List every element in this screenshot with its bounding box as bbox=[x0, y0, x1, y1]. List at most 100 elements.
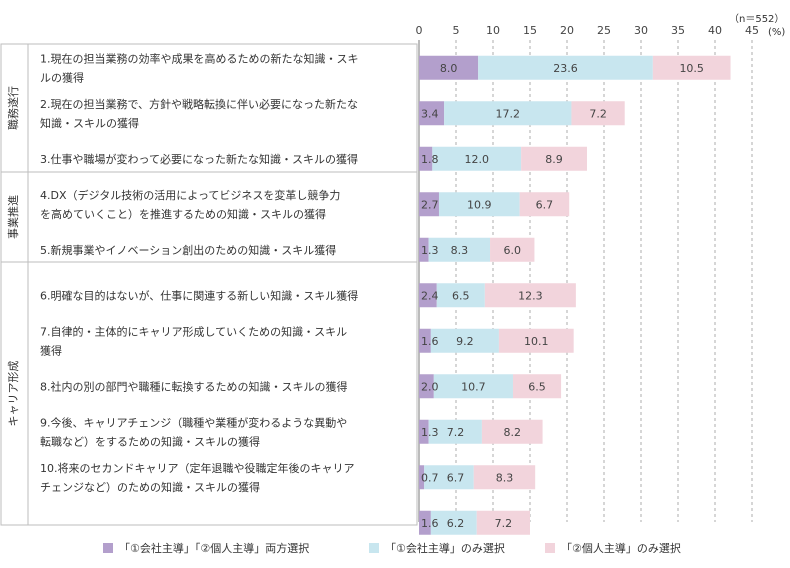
unit-note: (%) bbox=[768, 27, 786, 38]
data-label: 7.2 bbox=[447, 426, 465, 439]
bar-segment bbox=[428, 237, 491, 262]
data-label: 7.2 bbox=[495, 517, 513, 530]
data-label: 2.0 bbox=[421, 380, 439, 393]
bar-segment bbox=[521, 146, 587, 171]
data-label: 8.3 bbox=[496, 471, 514, 484]
legend-item-both: 「①会社主導」「②個人主導」両方選択 bbox=[103, 540, 309, 556]
data-label: 10.7 bbox=[461, 380, 486, 393]
bar-segment bbox=[438, 192, 520, 217]
x-tick-label: 10 bbox=[486, 24, 500, 37]
data-label: 1.8 bbox=[421, 153, 439, 166]
category-label: 10.将来のセカンドキャリア（定年退職や役職定年後のキャリア bbox=[40, 461, 355, 475]
data-label: 7.2 bbox=[589, 107, 607, 120]
data-label: 10.1 bbox=[524, 335, 549, 348]
bar-segment bbox=[478, 55, 653, 80]
legend: 「①会社主導」「②個人主導」両方選択 「①会社主導」のみ選択 「②個人主導」のみ… bbox=[0, 540, 790, 562]
bar-segment bbox=[419, 237, 429, 262]
bar-segment bbox=[419, 101, 445, 126]
x-tick-label: 5 bbox=[453, 24, 460, 37]
label-panel-border bbox=[0, 43, 418, 526]
x-tick-label: 30 bbox=[634, 24, 648, 37]
legend-item-company: 「①会社主導」のみ選択 bbox=[369, 540, 505, 556]
data-label: 1.6 bbox=[421, 335, 439, 348]
sample-size-note: （n＝552） bbox=[729, 14, 785, 25]
bar-segment bbox=[419, 510, 431, 535]
category-label: 1.現在の担当業務の効率や成果を高めるための新たな知識・スキ bbox=[40, 51, 359, 65]
group-label: 事業推進 bbox=[6, 195, 20, 239]
bar-segment bbox=[419, 146, 433, 171]
data-label: 23.6 bbox=[553, 62, 578, 75]
bar-segment bbox=[519, 192, 570, 217]
legend-item-personal: 「②個人主導」のみ選択 bbox=[545, 540, 681, 556]
legend-swatch-personal bbox=[545, 543, 555, 553]
legend-label-company: 「①会社主導」のみ選択 bbox=[385, 542, 505, 555]
data-label: 8.9 bbox=[545, 153, 563, 166]
data-label: 0.7 bbox=[421, 471, 439, 484]
legend-label-both: 「①会社主導」「②個人主導」両方選択 bbox=[119, 542, 310, 555]
category-label: チェンジなど）のための知識・スキルの獲得 bbox=[40, 480, 260, 494]
category-label: 転職など）をするための知識・スキルの獲得 bbox=[40, 434, 260, 448]
bar-segment bbox=[419, 419, 429, 444]
data-label: 10.9 bbox=[467, 198, 492, 211]
bar-segment bbox=[419, 328, 431, 353]
bar-segment bbox=[571, 101, 625, 126]
legend-label-personal: 「②個人主導」のみ選択 bbox=[561, 542, 681, 555]
data-label: 8.3 bbox=[451, 244, 469, 257]
bar-segment bbox=[481, 419, 543, 444]
data-label: 8.0 bbox=[440, 62, 458, 75]
data-label: 10.5 bbox=[679, 62, 704, 75]
data-label: 1.3 bbox=[421, 426, 439, 439]
x-tick-label: 35 bbox=[671, 24, 685, 37]
data-label: 12.0 bbox=[464, 153, 489, 166]
category-label: 9.今後、キャリアチェンジ（職種や業種が変わるような異動や bbox=[40, 415, 347, 429]
bar-segment bbox=[419, 55, 479, 80]
category-label: 2.現在の担当業務で、方針や戦略転換に伴い必要になった新たな bbox=[40, 97, 358, 111]
category-label: 5.新規事業やイノベーション創出のための知識・スキル獲得 bbox=[40, 243, 336, 257]
x-tick-label: 40 bbox=[708, 24, 722, 37]
bar-segment bbox=[490, 237, 535, 262]
bar-segment bbox=[430, 328, 499, 353]
data-label: 2.4 bbox=[421, 289, 439, 302]
bar-segment bbox=[419, 465, 425, 490]
bar-segment bbox=[433, 374, 513, 399]
data-label: 6.5 bbox=[528, 380, 546, 393]
x-tick-label: 25 bbox=[597, 24, 611, 37]
data-label: 6.5 bbox=[452, 289, 470, 302]
category-label: 獲得 bbox=[40, 344, 62, 357]
bar-segment bbox=[424, 465, 474, 490]
data-label: 6.0 bbox=[503, 244, 521, 257]
bar-segment bbox=[444, 101, 572, 126]
group-label: キャリア形成 bbox=[7, 361, 20, 427]
data-label: 6.2 bbox=[447, 517, 465, 530]
data-label: 2.7 bbox=[421, 198, 439, 211]
category-label: 3.仕事や職場が変わって必要になった新たな知識・スキルの獲得 bbox=[40, 152, 358, 166]
bar-segment bbox=[484, 283, 576, 308]
data-label: 1.3 bbox=[421, 244, 439, 257]
bar-segment bbox=[419, 374, 434, 399]
x-tick-label: 15 bbox=[523, 24, 537, 37]
category-label: 4.DX（デジタル技術の活用によってビジネスを変革し競争力 bbox=[40, 188, 340, 202]
data-label: 6.7 bbox=[447, 471, 465, 484]
bar-segment bbox=[652, 55, 731, 80]
bar-segment bbox=[430, 510, 477, 535]
group-label: 職務遂行 bbox=[6, 86, 20, 130]
bar-segment bbox=[419, 283, 437, 308]
data-label: 12.3 bbox=[518, 289, 543, 302]
data-label: 17.2 bbox=[496, 107, 521, 120]
category-label: 6.明確な目的はないが、仕事に関連する新しい知識・スキル獲得 bbox=[40, 288, 358, 302]
bar-segment bbox=[432, 146, 522, 171]
bar-segment bbox=[476, 510, 530, 535]
category-label: を高めていくこと）を推進するための知識・スキルの獲得 bbox=[40, 207, 326, 221]
data-label: 9.2 bbox=[456, 335, 474, 348]
category-label: ルの獲得 bbox=[40, 71, 84, 84]
bar-segment bbox=[436, 283, 485, 308]
bar-segment bbox=[512, 374, 562, 399]
bar-segment bbox=[498, 328, 574, 353]
x-tick-label: 20 bbox=[560, 24, 574, 37]
legend-swatch-both bbox=[103, 543, 113, 553]
x-tick-label: 0 bbox=[416, 24, 423, 37]
category-label: 8.社内の別の部門や職種に転換するための知識・スキルの獲得 bbox=[40, 379, 348, 393]
data-label: 6.7 bbox=[536, 198, 554, 211]
data-label: 1.6 bbox=[421, 517, 439, 530]
